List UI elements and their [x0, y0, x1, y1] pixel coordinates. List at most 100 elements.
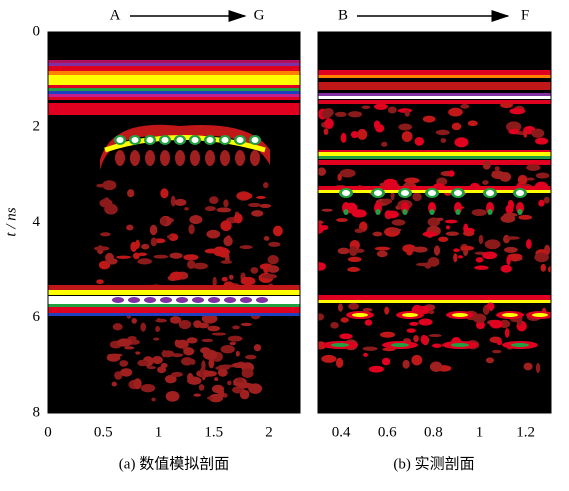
blob — [140, 383, 156, 393]
blob — [324, 118, 334, 130]
blob — [208, 357, 215, 369]
blob — [531, 128, 545, 139]
blob — [454, 137, 469, 148]
blob — [105, 258, 118, 265]
blob — [418, 318, 433, 326]
blob — [171, 353, 184, 358]
blob — [186, 337, 198, 344]
blob — [170, 195, 176, 207]
blob — [183, 347, 195, 356]
y-axis-label: t / ns — [3, 207, 19, 236]
blob — [471, 208, 487, 217]
band — [318, 295, 551, 301]
blob — [337, 173, 342, 181]
blob — [409, 321, 419, 326]
blob — [412, 192, 422, 202]
blob — [217, 368, 228, 377]
blob — [135, 351, 141, 355]
blob — [337, 247, 350, 255]
y-tick-label: 6 — [33, 309, 41, 325]
blob — [402, 209, 408, 215]
blob — [340, 132, 347, 143]
blob — [460, 104, 470, 109]
blob — [526, 164, 541, 172]
blob — [161, 137, 169, 143]
blob — [339, 168, 356, 178]
band — [318, 100, 551, 104]
blob — [154, 238, 166, 244]
blob — [460, 245, 475, 251]
blob — [452, 313, 468, 317]
blob — [451, 122, 462, 131]
blob — [380, 331, 396, 338]
start-label: A — [110, 7, 121, 23]
band — [318, 186, 551, 190]
blob — [335, 111, 347, 118]
band — [48, 313, 300, 316]
blob — [401, 190, 409, 196]
blob — [190, 359, 196, 365]
band — [318, 152, 551, 156]
blob — [245, 354, 257, 360]
blob — [178, 319, 192, 330]
x-tick-label: 0 — [44, 424, 52, 440]
blob — [201, 360, 206, 371]
blob — [508, 128, 520, 135]
band — [48, 296, 300, 304]
blob — [207, 325, 220, 332]
blob — [131, 318, 137, 324]
blob — [227, 335, 243, 342]
blob — [192, 262, 209, 270]
separator — [300, 32, 318, 413]
band — [318, 93, 551, 98]
blob — [190, 150, 200, 166]
blob — [404, 177, 420, 184]
blob — [201, 338, 214, 343]
blob — [262, 182, 269, 189]
blob — [218, 364, 234, 368]
blob — [214, 377, 219, 382]
band — [48, 60, 300, 63]
blob — [347, 256, 362, 263]
blob — [494, 166, 500, 171]
blob — [368, 365, 384, 373]
blob — [217, 388, 225, 399]
blob — [209, 318, 214, 322]
blob — [532, 313, 548, 317]
blob — [239, 389, 250, 400]
blob — [256, 297, 268, 303]
blob — [384, 210, 399, 219]
blob — [438, 236, 449, 242]
blob — [239, 245, 253, 250]
blob — [155, 326, 161, 332]
blob — [318, 223, 324, 234]
blob — [432, 343, 442, 348]
blob — [416, 262, 430, 267]
band — [318, 160, 551, 165]
blob — [362, 346, 378, 351]
blob — [102, 180, 117, 191]
blob — [153, 337, 160, 341]
blob — [171, 371, 183, 377]
blob — [376, 250, 388, 258]
blob — [361, 105, 371, 109]
blob — [233, 213, 243, 224]
blob — [455, 209, 461, 215]
blob — [253, 344, 262, 352]
blob — [204, 248, 219, 254]
blob — [132, 252, 140, 260]
band — [48, 103, 300, 115]
blob — [206, 229, 221, 239]
blob — [205, 150, 215, 166]
end-label: G — [254, 7, 265, 23]
blob — [169, 252, 183, 259]
profile-image — [318, 32, 551, 413]
blob — [435, 129, 450, 136]
blob — [96, 279, 104, 285]
blob — [116, 255, 131, 259]
blob — [348, 111, 363, 118]
blob — [166, 235, 173, 239]
band — [48, 71, 300, 75]
x-tick-label: 0.8 — [424, 424, 443, 440]
blob — [165, 390, 180, 402]
